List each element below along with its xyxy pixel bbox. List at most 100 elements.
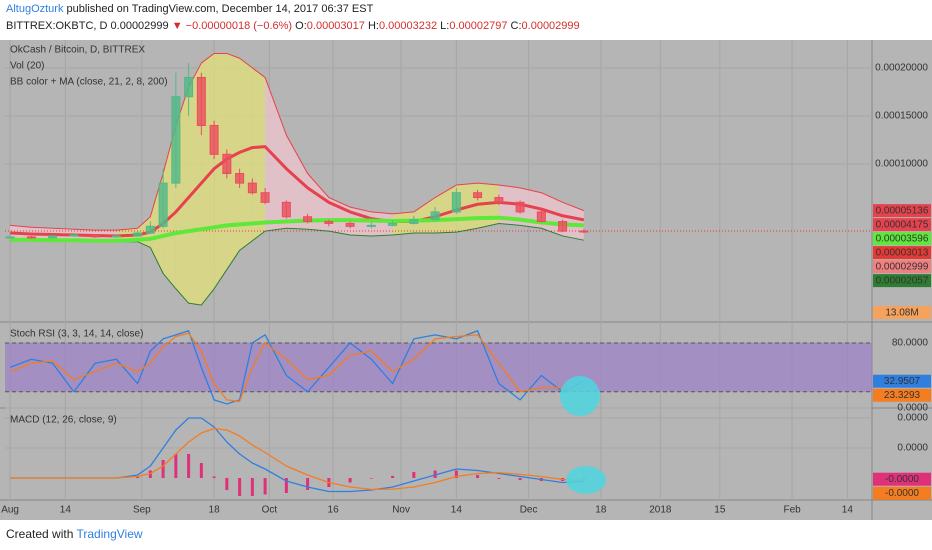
- candle-body: [26, 236, 36, 239]
- indicator-label: Vol (20): [10, 61, 44, 72]
- footer: Created with TradingView: [6, 527, 143, 541]
- y-tick-label: 0.0000: [897, 403, 928, 414]
- candle-body: [451, 192, 461, 213]
- band-fill: [214, 53, 227, 289]
- ohlc-key: O:: [295, 20, 307, 32]
- panel-title: Stoch RSI (3, 3, 14, 14, close): [10, 329, 143, 340]
- histogram-bar: [136, 476, 140, 479]
- band-fill: [413, 197, 436, 234]
- indicator-line: [9, 330, 585, 405]
- candle-body: [345, 222, 355, 227]
- candle-body: [247, 182, 257, 194]
- band-fill: [307, 173, 329, 232]
- histogram-bar: [187, 454, 191, 479]
- histogram-bar: [250, 478, 254, 497]
- last-value-label: -0.0000: [885, 474, 919, 485]
- x-tick-label: Nov: [392, 505, 410, 516]
- x-tick-label: 2018: [649, 505, 672, 516]
- band-line: [10, 52, 585, 231]
- candle-body: [260, 192, 270, 203]
- x-tick-label: 18: [209, 505, 221, 516]
- x-tick-label: 14: [842, 505, 854, 516]
- x-tick-label: Sep: [133, 505, 151, 516]
- candle-body: [5, 236, 15, 239]
- publish-line: AltugOzturk published on TradingView.com…: [6, 3, 373, 15]
- last-value-label: 0.00004175: [876, 219, 929, 230]
- last-value-label: 32.9507: [884, 376, 921, 387]
- ohlc-value: 0.00002999: [521, 20, 580, 32]
- volume-label-bg: [873, 306, 931, 319]
- y-tick-label: 0.0000: [897, 413, 928, 424]
- candle-body: [222, 153, 232, 175]
- band-fill: [226, 53, 240, 270]
- candle-body: [281, 201, 291, 218]
- last-value-bg: [873, 260, 931, 274]
- chart-background: [0, 40, 932, 520]
- histogram-bar: [412, 472, 416, 479]
- indicator-label: BB color + MA (close, 21, 2, 8, 200): [10, 77, 168, 88]
- candle-body: [133, 232, 143, 237]
- histogram-bar: [161, 460, 165, 479]
- volume-label: 13.08M: [885, 308, 918, 319]
- candle-body: [171, 96, 181, 184]
- x-tick-label: 14: [60, 505, 72, 516]
- last-value-bg: [873, 374, 931, 388]
- last-value-bg: [873, 246, 931, 260]
- candle-body: [209, 124, 219, 155]
- y-tick-label: 0.00020000: [875, 62, 928, 73]
- footer-text: Created with: [6, 527, 74, 541]
- ohlc-key: C:: [510, 20, 522, 32]
- x-tick-label: Aug: [1, 505, 19, 516]
- candle-body: [235, 173, 245, 184]
- band-line: [10, 215, 584, 243]
- histogram-bar: [348, 478, 352, 483]
- candle-body: [48, 235, 58, 239]
- band-fill: [498, 185, 521, 226]
- histogram-bar: [148, 470, 152, 479]
- ohlc-value: 0.00003017: [306, 20, 365, 32]
- candle-body: [366, 224, 376, 227]
- last-value-label: 0.00003596: [876, 233, 929, 244]
- histogram-bar: [497, 478, 501, 479]
- candle-body: [494, 197, 504, 203]
- indicator-line: [9, 332, 584, 403]
- candle-body: [324, 221, 334, 224]
- panel-title: MACD (12, 26, close, 9): [10, 415, 117, 426]
- histogram-bar: [238, 478, 242, 497]
- last-value-bg: [873, 472, 931, 486]
- x-tick-label: Dec: [520, 505, 538, 516]
- published: published on TradingView.com, December 1…: [66, 3, 374, 15]
- candle-body: [536, 211, 546, 223]
- candle-body: [111, 235, 121, 238]
- x-tick-label: 18: [595, 505, 607, 516]
- band-fill: [265, 77, 287, 232]
- annotation-circle: [566, 466, 606, 494]
- x-tick-label: Feb: [783, 505, 801, 516]
- band-fill: [5, 342, 872, 392]
- y-tick-label: 0.0000: [897, 443, 928, 454]
- candle-body: [196, 76, 206, 126]
- candle-body: [558, 221, 568, 232]
- histogram-bar: [518, 478, 522, 481]
- candle-body: [303, 216, 313, 223]
- chart-title: OkCash / Bitcoin, D, BITTREX: [10, 45, 145, 56]
- histogram-bar: [369, 478, 373, 479]
- candle-body: [579, 230, 589, 233]
- change: ▼ −0.00000018 (−0.6%): [171, 20, 293, 32]
- footer-brand[interactable]: TradingView: [76, 527, 143, 541]
- ohlc-key: L:: [440, 20, 450, 32]
- histogram-bar: [212, 476, 216, 479]
- histogram-bar: [433, 470, 437, 479]
- last-value-bg: [873, 204, 931, 218]
- last-value-bg: [873, 274, 931, 288]
- author[interactable]: AltugOzturk: [6, 3, 64, 15]
- indicator-line: [10, 427, 584, 491]
- histogram-bar: [454, 470, 458, 479]
- x-tick-label: 14: [451, 505, 463, 516]
- band-fill: [477, 183, 499, 229]
- histogram-bar: [263, 478, 267, 495]
- histogram-bar: [284, 478, 288, 494]
- last-value-label: -0.0000: [885, 488, 919, 499]
